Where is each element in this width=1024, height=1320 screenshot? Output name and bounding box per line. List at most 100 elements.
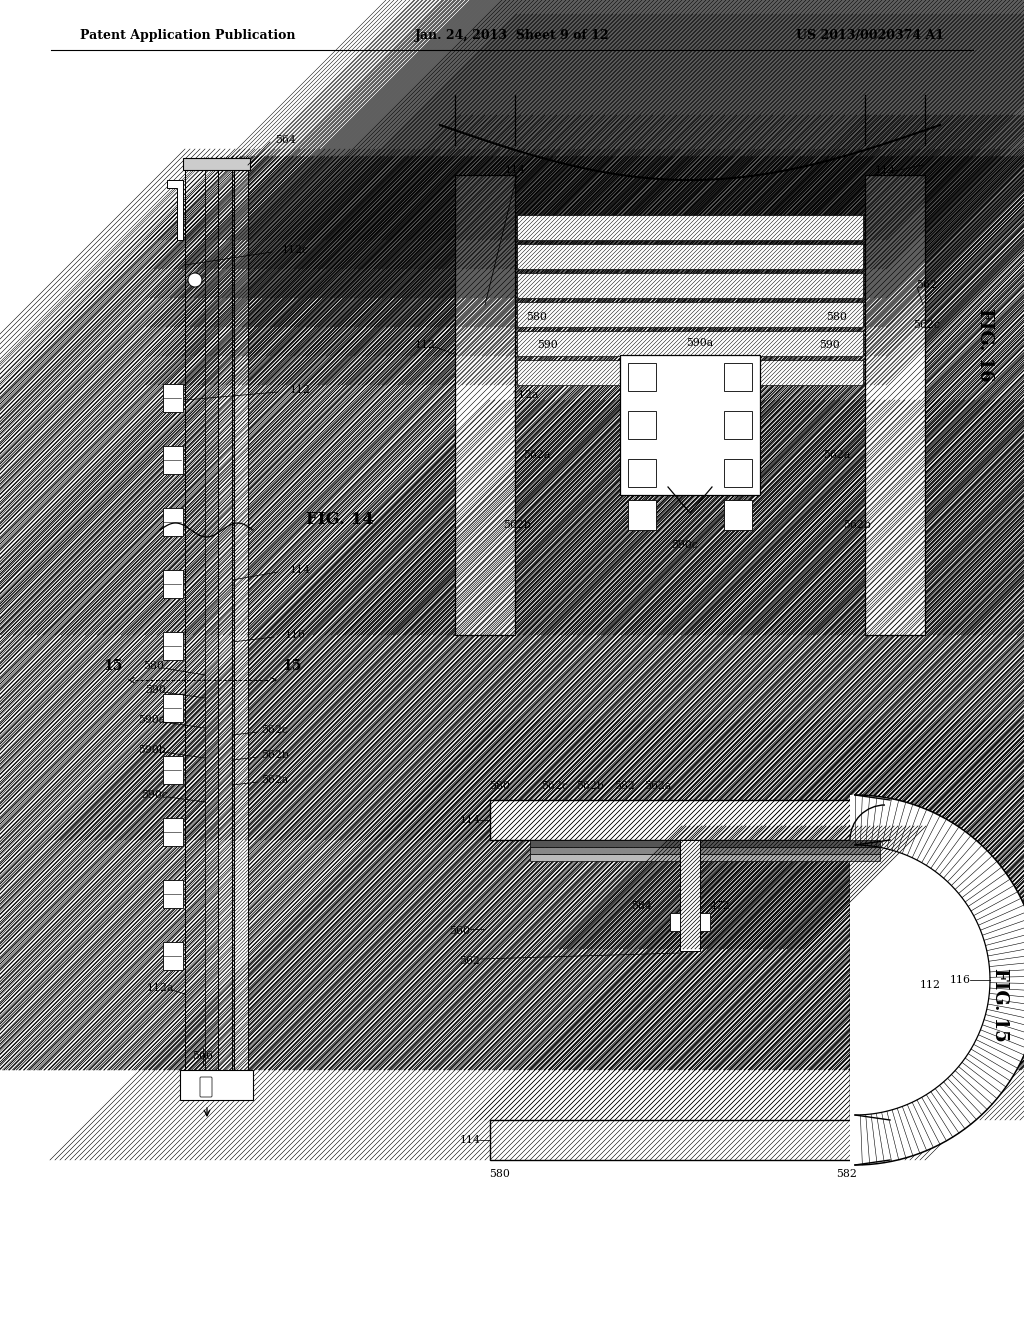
- Bar: [490, 800, 890, 840]
- FancyBboxPatch shape: [163, 384, 183, 412]
- Bar: [490, 1119, 890, 1160]
- Text: 15: 15: [103, 659, 123, 673]
- Bar: [517, 215, 863, 240]
- Circle shape: [188, 273, 202, 286]
- Text: 116: 116: [285, 630, 305, 640]
- FancyBboxPatch shape: [163, 508, 183, 536]
- Bar: [218, 170, 232, 1071]
- Bar: [700, 913, 710, 931]
- Bar: [682, 842, 698, 949]
- Text: 590b: 590b: [671, 414, 698, 425]
- Text: 562b: 562b: [503, 520, 530, 531]
- Text: 590a: 590a: [686, 338, 714, 348]
- Bar: [865, 176, 925, 635]
- FancyBboxPatch shape: [163, 446, 183, 474]
- Text: 562: 562: [916, 280, 937, 290]
- Text: US 2013/0020374 A1: US 2013/0020374 A1: [796, 29, 944, 41]
- Text: 562c: 562c: [261, 725, 289, 735]
- Text: 562a: 562a: [523, 450, 551, 459]
- Bar: [455, 176, 515, 635]
- Bar: [724, 459, 752, 487]
- Text: 564: 564: [274, 135, 295, 145]
- Text: 590: 590: [537, 341, 557, 350]
- Bar: [628, 500, 656, 531]
- Text: 562c: 562c: [542, 781, 568, 791]
- Polygon shape: [167, 180, 183, 240]
- Text: 562a: 562a: [823, 450, 851, 459]
- Bar: [628, 363, 656, 391]
- FancyBboxPatch shape: [163, 570, 183, 598]
- Text: Jan. 24, 2013  Sheet 9 of 12: Jan. 24, 2013 Sheet 9 of 12: [415, 29, 609, 41]
- Bar: [530, 847, 880, 854]
- Text: 590c: 590c: [672, 540, 698, 550]
- Text: 560: 560: [450, 927, 470, 936]
- Bar: [628, 411, 656, 440]
- Text: 472: 472: [710, 902, 730, 911]
- Text: 566: 566: [193, 1051, 213, 1061]
- FancyBboxPatch shape: [163, 694, 183, 722]
- Bar: [628, 459, 656, 487]
- Bar: [490, 1119, 890, 1160]
- Text: 590b: 590b: [138, 744, 166, 755]
- Text: 562a: 562a: [644, 781, 672, 791]
- Text: 590a: 590a: [138, 715, 166, 725]
- Text: FIG. 15: FIG. 15: [991, 968, 1009, 1041]
- Bar: [234, 170, 248, 1071]
- Bar: [185, 170, 206, 1071]
- FancyBboxPatch shape: [163, 756, 183, 784]
- Text: 584: 584: [645, 846, 666, 855]
- Text: 580: 580: [489, 1170, 510, 1179]
- Bar: [517, 331, 863, 356]
- Bar: [850, 840, 950, 1119]
- Bar: [180, 1071, 253, 1100]
- Text: 562b: 562b: [577, 781, 604, 791]
- Bar: [517, 244, 863, 269]
- Bar: [724, 500, 752, 531]
- Text: 580: 580: [489, 781, 510, 791]
- Bar: [850, 840, 950, 1119]
- Bar: [670, 913, 680, 931]
- Bar: [724, 363, 752, 391]
- Text: 590c: 590c: [141, 789, 168, 800]
- FancyBboxPatch shape: [163, 880, 183, 908]
- Bar: [517, 302, 863, 327]
- Bar: [530, 854, 880, 861]
- Text: FIG. 16: FIG. 16: [976, 308, 994, 381]
- Bar: [517, 273, 863, 298]
- Text: 114: 114: [874, 165, 895, 176]
- Text: Patent Application Publication: Patent Application Publication: [80, 29, 296, 41]
- Bar: [517, 244, 863, 269]
- Text: 562c: 562c: [913, 319, 940, 330]
- Text: 582: 582: [614, 781, 636, 791]
- Text: 580: 580: [143, 661, 165, 671]
- Text: 562b: 562b: [261, 750, 289, 760]
- Text: 590: 590: [819, 341, 841, 350]
- Bar: [517, 360, 863, 385]
- Text: 584: 584: [632, 902, 652, 911]
- Bar: [865, 176, 925, 635]
- Bar: [680, 840, 700, 950]
- Bar: [218, 170, 232, 1071]
- Text: 15: 15: [283, 659, 302, 673]
- Bar: [183, 158, 250, 170]
- Bar: [517, 215, 863, 240]
- Text: 580: 580: [526, 312, 548, 322]
- Text: 112a: 112a: [146, 983, 174, 993]
- Text: 114: 114: [505, 165, 525, 176]
- Text: 562a: 562a: [261, 775, 289, 785]
- Bar: [517, 331, 863, 356]
- Text: 590: 590: [144, 685, 165, 696]
- Text: 114: 114: [460, 814, 480, 825]
- Bar: [530, 840, 880, 847]
- Text: 112: 112: [290, 385, 310, 395]
- Text: 112a: 112a: [511, 389, 539, 400]
- FancyBboxPatch shape: [163, 818, 183, 846]
- Text: 562: 562: [460, 956, 480, 966]
- Bar: [682, 842, 698, 949]
- Bar: [205, 170, 218, 1071]
- Text: 582: 582: [837, 1170, 857, 1179]
- Text: 112: 112: [920, 979, 940, 990]
- FancyBboxPatch shape: [163, 942, 183, 970]
- FancyBboxPatch shape: [163, 632, 183, 660]
- Bar: [724, 411, 752, 440]
